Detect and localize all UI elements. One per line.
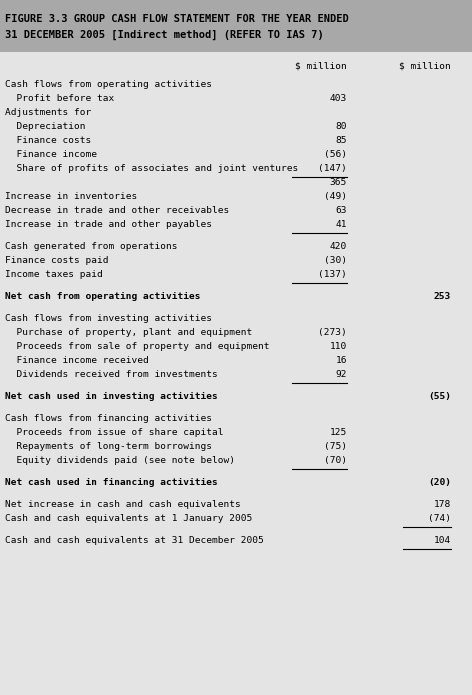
- Text: Equity dividends paid (see note below): Equity dividends paid (see note below): [5, 456, 235, 465]
- Text: $ million: $ million: [399, 62, 451, 71]
- Text: Net increase in cash and cash equivalents: Net increase in cash and cash equivalent…: [5, 500, 241, 509]
- Text: Decrease in trade and other receivables: Decrease in trade and other receivables: [5, 206, 229, 215]
- Text: 104: 104: [433, 536, 451, 545]
- Text: $ million: $ million: [295, 62, 347, 71]
- Text: Dividends received from investments: Dividends received from investments: [5, 370, 218, 379]
- Text: (55): (55): [428, 392, 451, 401]
- Text: Increase in inventories: Increase in inventories: [5, 192, 137, 201]
- Text: Finance costs paid: Finance costs paid: [5, 256, 109, 265]
- Text: (30): (30): [324, 256, 347, 265]
- Text: FIGURE 3.3 GROUP CASH FLOW STATEMENT FOR THE YEAR ENDED: FIGURE 3.3 GROUP CASH FLOW STATEMENT FOR…: [5, 14, 349, 24]
- Text: 178: 178: [433, 500, 451, 509]
- Text: 253: 253: [433, 292, 451, 301]
- Text: 92: 92: [336, 370, 347, 379]
- Text: (74): (74): [428, 514, 451, 523]
- Text: Repayments of long-term borrowings: Repayments of long-term borrowings: [5, 442, 212, 451]
- Text: Increase in trade and other payables: Increase in trade and other payables: [5, 220, 212, 229]
- Text: (75): (75): [324, 442, 347, 451]
- Text: Net cash used in financing activities: Net cash used in financing activities: [5, 478, 218, 487]
- Text: Cash flows from operating activities: Cash flows from operating activities: [5, 80, 212, 89]
- Text: Net cash from operating activities: Net cash from operating activities: [5, 292, 201, 301]
- Text: Cash and cash equivalents at 1 January 2005: Cash and cash equivalents at 1 January 2…: [5, 514, 252, 523]
- Text: Cash flows from financing activities: Cash flows from financing activities: [5, 414, 212, 423]
- Text: Proceeds from sale of property and equipment: Proceeds from sale of property and equip…: [5, 342, 270, 351]
- Text: 125: 125: [329, 428, 347, 437]
- Text: (56): (56): [324, 150, 347, 159]
- Text: Finance costs: Finance costs: [5, 136, 91, 145]
- Text: (70): (70): [324, 456, 347, 465]
- Text: 80: 80: [336, 122, 347, 131]
- Text: Proceeds from issue of share capital: Proceeds from issue of share capital: [5, 428, 224, 437]
- Text: Net cash used in investing activities: Net cash used in investing activities: [5, 392, 218, 401]
- Text: 420: 420: [329, 242, 347, 251]
- Text: 403: 403: [329, 94, 347, 103]
- Bar: [0, 0, 472, 52]
- Text: Share of profits of associates and joint ventures: Share of profits of associates and joint…: [5, 164, 298, 173]
- Text: (49): (49): [324, 192, 347, 201]
- Text: 16: 16: [336, 356, 347, 365]
- Text: (20): (20): [428, 478, 451, 487]
- Text: Cash and cash equivalents at 31 December 2005: Cash and cash equivalents at 31 December…: [5, 536, 264, 545]
- Text: Finance income: Finance income: [5, 150, 97, 159]
- Text: 41: 41: [336, 220, 347, 229]
- Text: Adjustments for: Adjustments for: [5, 108, 91, 117]
- Text: 85: 85: [336, 136, 347, 145]
- Text: 365: 365: [329, 178, 347, 187]
- Text: 110: 110: [329, 342, 347, 351]
- Text: (137): (137): [318, 270, 347, 279]
- Text: (147): (147): [318, 164, 347, 173]
- Text: 31 DECEMBER 2005 [Indirect method] (REFER TO IAS 7): 31 DECEMBER 2005 [Indirect method] (REFE…: [5, 30, 324, 40]
- Text: Depreciation: Depreciation: [5, 122, 85, 131]
- Text: (273): (273): [318, 328, 347, 337]
- Text: Profit before tax: Profit before tax: [5, 94, 114, 103]
- Text: Purchase of property, plant and equipment: Purchase of property, plant and equipmen…: [5, 328, 252, 337]
- Text: Income taxes paid: Income taxes paid: [5, 270, 103, 279]
- Text: Finance income received: Finance income received: [5, 356, 149, 365]
- Text: Cash generated from operations: Cash generated from operations: [5, 242, 177, 251]
- Text: Cash flows from investing activities: Cash flows from investing activities: [5, 314, 212, 323]
- Text: 63: 63: [336, 206, 347, 215]
